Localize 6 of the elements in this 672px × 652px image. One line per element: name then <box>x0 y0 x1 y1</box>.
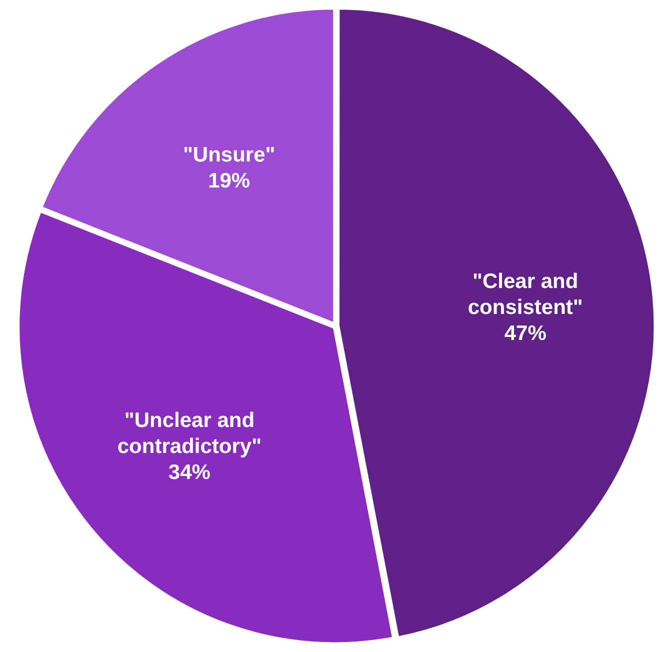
slice-label: "Unsure" <box>182 143 276 166</box>
slice-label: "Clear and consistent" <box>468 270 583 319</box>
data-label: 47% <box>504 322 547 345</box>
data-label: 19% <box>208 169 250 192</box>
slice-label: "Unclear and contradictory" <box>117 409 262 458</box>
data-label: 34% <box>168 461 211 484</box>
